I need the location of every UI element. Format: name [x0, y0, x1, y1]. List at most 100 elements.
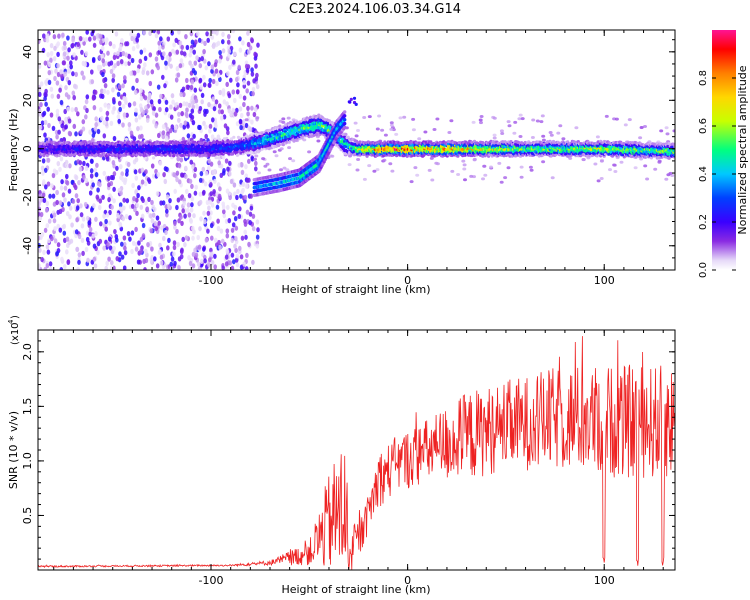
noise-speck [250, 119, 254, 125]
noise-speck [189, 47, 193, 54]
noise-speck [102, 245, 106, 251]
noise-speck [479, 115, 484, 118]
noise-speck [70, 222, 74, 228]
noise-speck [367, 115, 372, 119]
noise-speck [115, 165, 119, 171]
noise-speck [187, 193, 192, 199]
noise-speck [98, 238, 103, 244]
noise-speck [71, 71, 75, 77]
noise-speck [499, 129, 504, 133]
noise-speck [204, 124, 208, 130]
noise-speck [111, 77, 115, 83]
noise-speck [226, 166, 230, 172]
ridge-mark [248, 134, 252, 138]
noise-speck [84, 165, 89, 171]
noise-speck [513, 120, 518, 124]
noise-speck [112, 54, 117, 61]
noise-speck [142, 30, 147, 36]
noise-speck [91, 182, 95, 188]
noise-speck [347, 163, 352, 167]
noise-speck [105, 37, 109, 43]
ridge-mark [216, 156, 221, 160]
noise-speck [165, 208, 169, 214]
noise-speck [411, 128, 416, 132]
noise-speck [255, 243, 260, 249]
noise-speck [156, 65, 160, 71]
noise-speck [216, 218, 220, 224]
noise-speck [154, 112, 159, 118]
noise-speck [193, 70, 197, 76]
noise-speck [456, 173, 461, 176]
noise-speck [224, 261, 229, 267]
noise-speck [52, 218, 57, 224]
noise-speck [149, 99, 154, 105]
noise-speck [63, 45, 67, 51]
noise-speck [194, 98, 199, 104]
noise-speck [489, 165, 493, 169]
noise-speck [106, 175, 111, 181]
noise-speck [164, 135, 169, 141]
noise-speck [81, 250, 85, 256]
noise-speck [88, 226, 93, 233]
noise-speck [72, 123, 77, 129]
noise-speck [63, 197, 67, 203]
noise-speck [102, 170, 107, 176]
noise-speck [462, 163, 467, 167]
noise-speck [417, 137, 422, 141]
noise-speck [114, 31, 119, 37]
noise-speck [38, 124, 43, 131]
noise-speck [46, 52, 50, 58]
noise-speck [184, 165, 188, 171]
noise-speck [197, 124, 201, 130]
noise-speck [238, 93, 243, 99]
noise-speck [413, 166, 418, 170]
noise-speck [185, 44, 190, 51]
noise-speck [166, 36, 171, 42]
noise-speck [81, 119, 86, 125]
noise-speck [599, 159, 604, 163]
noise-speck [122, 205, 126, 211]
noise-speck [204, 65, 209, 71]
noise-speck [255, 219, 260, 225]
noise-speck [221, 265, 225, 270]
noise-speck [530, 136, 535, 139]
noise-speck [235, 253, 240, 259]
noise-speck [118, 251, 122, 257]
noise-speck [202, 49, 206, 55]
noise-speck [561, 137, 566, 141]
noise-speck [481, 177, 485, 181]
ridge-mark [255, 136, 259, 140]
noise-speck [168, 128, 173, 134]
noise-speck [112, 171, 117, 177]
noise-speck [52, 34, 57, 40]
noise-speck [531, 118, 536, 122]
noise-speck [70, 107, 75, 113]
noise-speck [645, 177, 650, 181]
noise-speck [93, 89, 98, 95]
noise-speck [672, 129, 675, 133]
noise-speck [380, 128, 385, 132]
noise-speck [169, 63, 173, 69]
noise-speck [157, 40, 161, 46]
noise-speck [208, 199, 212, 205]
noise-speck [550, 176, 555, 180]
noise-speck [137, 185, 141, 191]
noise-speck [207, 158, 211, 164]
noise-speck [127, 122, 132, 128]
noise-speck [86, 257, 90, 263]
noise-speck [41, 170, 45, 176]
noise-speck [136, 43, 140, 49]
noise-speck [62, 223, 67, 229]
noise-speck [135, 77, 139, 84]
noise-speck [65, 249, 69, 255]
noise-speck [110, 204, 114, 210]
noise-speck [245, 177, 250, 183]
noise-speck [181, 236, 185, 242]
noise-speck [165, 126, 170, 132]
noise-speck [162, 51, 166, 57]
noise-speck [203, 111, 207, 117]
noise-speck [153, 256, 157, 262]
noise-speck [90, 79, 95, 85]
noise-speck [238, 118, 243, 124]
noise-speck [189, 84, 194, 90]
